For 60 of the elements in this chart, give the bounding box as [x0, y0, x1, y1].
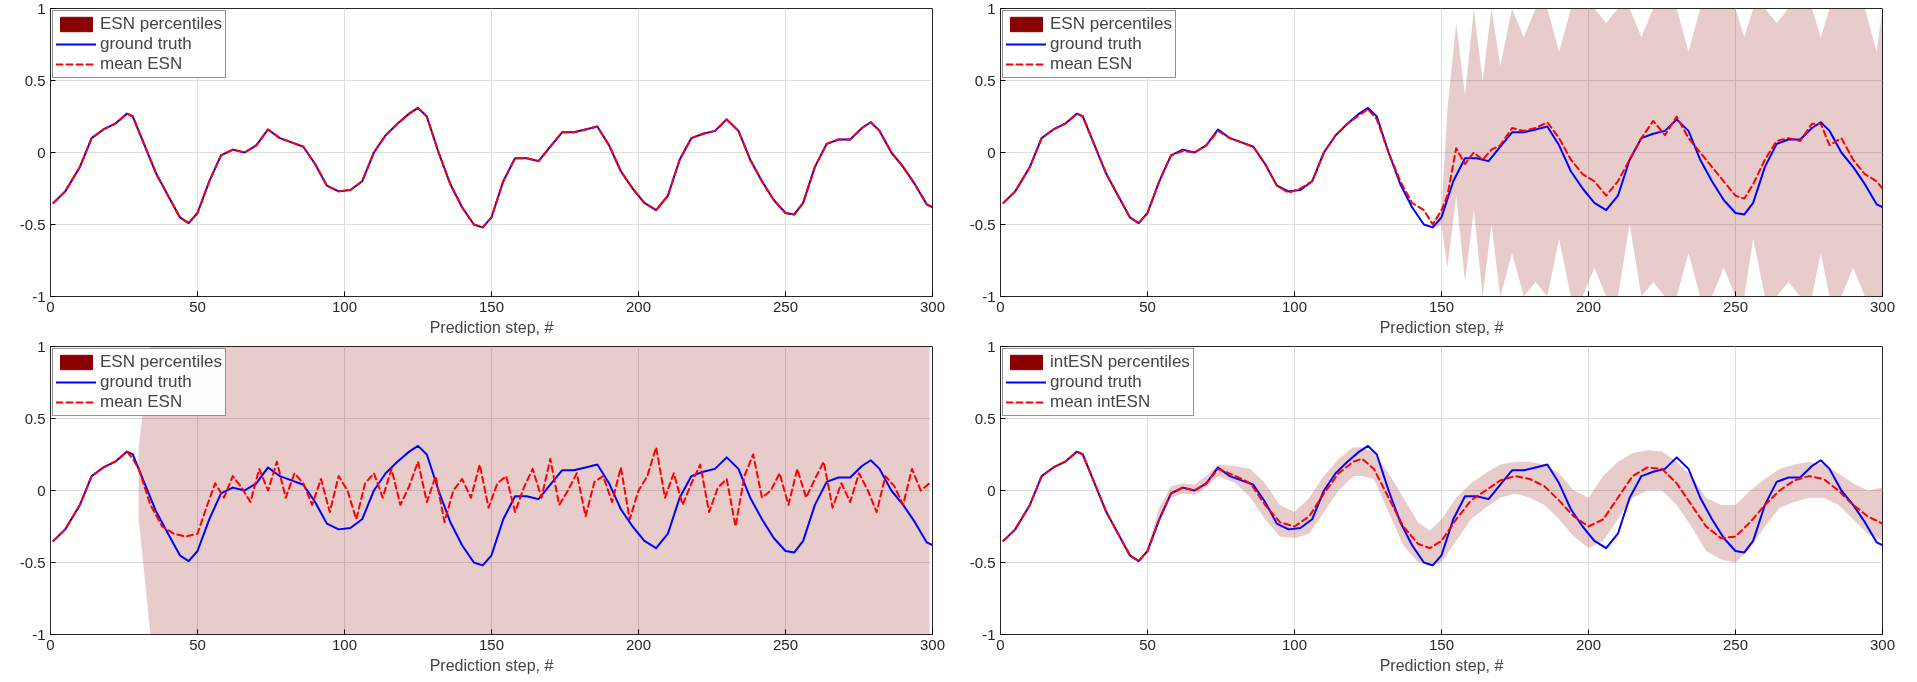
x-axis-title: Prediction step, # — [429, 318, 554, 336]
x-tick-label: 100 — [331, 635, 358, 653]
x-tick-label: 200 — [625, 297, 652, 315]
x-tick-label: 250 — [772, 635, 799, 653]
y-tick-label: 0.5 — [974, 71, 996, 89]
legend-label: ground truth — [100, 34, 192, 54]
x-tick-label: 50 — [189, 297, 206, 315]
x-tick-label: 300 — [919, 297, 946, 315]
y-tick-label: 1 — [987, 337, 996, 355]
x-tick-label: 300 — [1869, 635, 1896, 653]
y-tick-label: 1 — [37, 0, 46, 17]
x-tick-label: 250 — [772, 297, 799, 315]
y-tick-label: -0.5 — [969, 215, 996, 233]
x-tick-label: 50 — [189, 635, 206, 653]
y-tick-label: 1 — [37, 337, 46, 355]
y-tick-label: -0.5 — [19, 215, 46, 233]
y-tick-label: -1 — [982, 625, 996, 643]
x-tick-label: 300 — [1869, 297, 1896, 315]
x-tick-label: 100 — [331, 297, 358, 315]
legend-label: mean ESN — [100, 54, 183, 74]
y-tick-label: 0 — [37, 481, 46, 499]
x-tick-label: 250 — [1722, 635, 1749, 653]
legend-label: ESN percentiles — [100, 352, 222, 372]
x-tick-label: 150 — [478, 297, 505, 315]
x-tick-label: 150 — [1428, 297, 1455, 315]
x-tick-label: 100 — [1281, 297, 1308, 315]
y-tick-label: -1 — [32, 625, 46, 643]
x-axis-title: Prediction step, # — [1379, 318, 1504, 336]
y-tick-label: 0 — [987, 143, 996, 161]
legend-label: ESN percentiles — [1050, 14, 1172, 34]
legend-label: ground truth — [1050, 372, 1142, 392]
x-tick-label: 150 — [1428, 635, 1455, 653]
x-tick-label: 200 — [1575, 297, 1602, 315]
y-tick-label: -0.5 — [19, 553, 46, 571]
x-tick-label: 200 — [1575, 635, 1602, 653]
legend-label: intESN percentiles — [1050, 352, 1190, 372]
x-tick-label: 200 — [625, 635, 652, 653]
y-tick-label: 0 — [37, 143, 46, 161]
y-tick-label: 0.5 — [24, 409, 46, 427]
legend-label: mean ESN — [1050, 54, 1133, 74]
x-tick-label: 50 — [1139, 297, 1156, 315]
legend-label: ground truth — [1050, 34, 1142, 54]
x-tick-label: 150 — [478, 635, 505, 653]
y-tick-label: -1 — [32, 287, 46, 305]
x-axis-title: Prediction step, # — [1379, 656, 1504, 674]
legend-label: ground truth — [100, 372, 192, 392]
y-tick-label: 0 — [987, 481, 996, 499]
y-tick-label: 0.5 — [24, 71, 46, 89]
y-tick-label: 1 — [987, 0, 996, 17]
legend-label: mean ESN — [100, 392, 183, 412]
x-tick-label: 300 — [919, 635, 946, 653]
y-tick-label: -1 — [982, 287, 996, 305]
x-tick-label: 50 — [1139, 635, 1156, 653]
x-tick-label: 250 — [1722, 297, 1749, 315]
legend-label: ESN percentiles — [100, 14, 222, 34]
x-axis-title: Prediction step, # — [429, 656, 554, 674]
x-tick-label: 100 — [1281, 635, 1308, 653]
y-tick-label: -0.5 — [969, 553, 996, 571]
y-tick-label: 0.5 — [974, 409, 996, 427]
legend-label: mean intESN — [1050, 392, 1151, 412]
